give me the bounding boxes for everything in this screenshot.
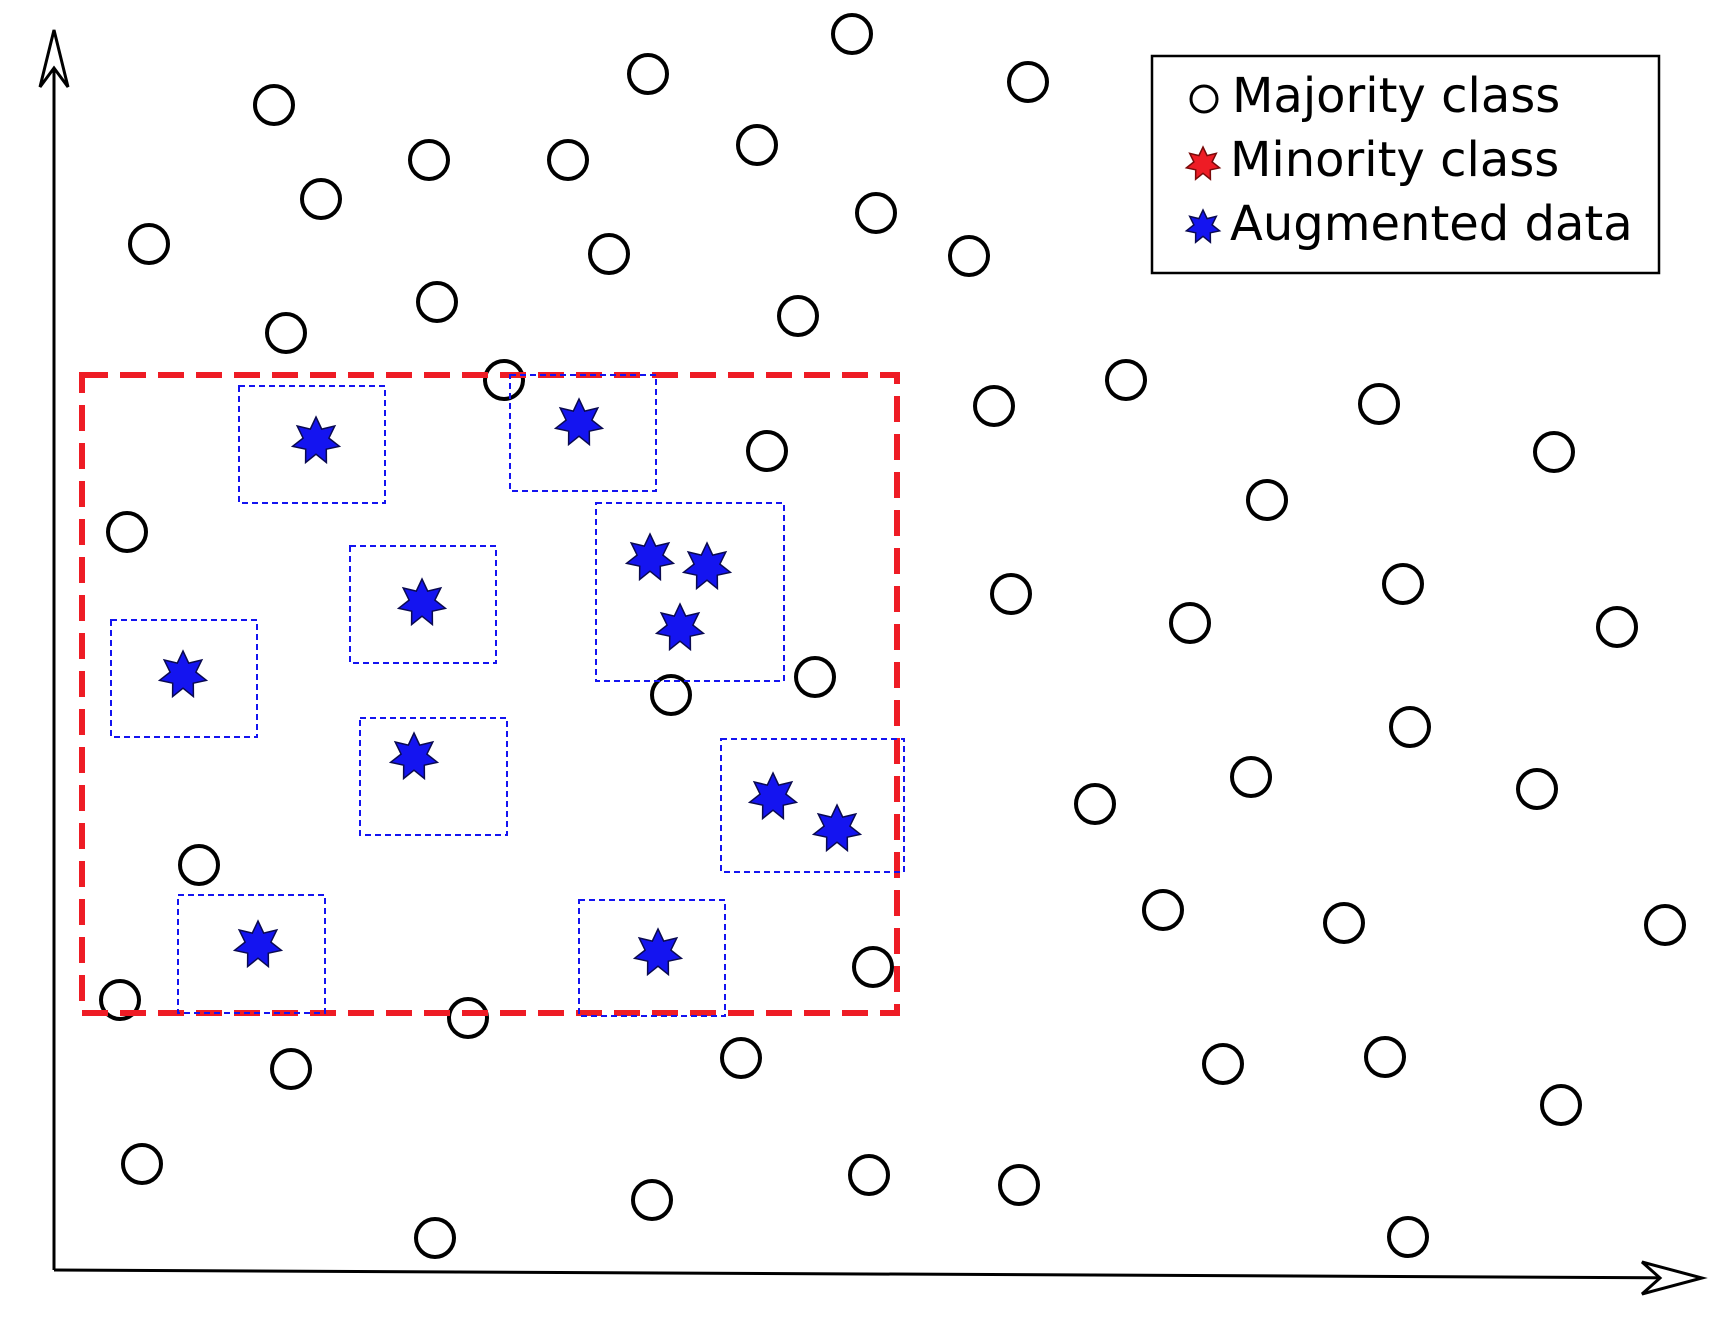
neighborhood-box: [238, 385, 386, 504]
majority-point: [253, 84, 295, 126]
augmented-point: [747, 771, 799, 821]
augmented-point: [624, 532, 676, 582]
augmented-point: [396, 577, 448, 627]
majority-point: [1516, 768, 1558, 810]
majority-point: [265, 312, 307, 354]
majority-point: [973, 385, 1015, 427]
neighborhood-box: [595, 502, 785, 682]
x-axis: [53, 1268, 1701, 1280]
majority-point: [1389, 706, 1431, 748]
majority-point: [1105, 359, 1147, 401]
y-axis-arrow-icon: [38, 29, 70, 88]
majority-point: [746, 430, 788, 472]
majority-point: [99, 979, 141, 1021]
majority-point: [1323, 902, 1365, 944]
augmented-point: [681, 541, 733, 591]
majority-point: [447, 997, 489, 1039]
x-axis-arrow-icon: [1641, 1260, 1708, 1296]
legend-augmented-star: [1184, 208, 1222, 244]
majority-point: [777, 295, 819, 337]
majority-point: [128, 223, 170, 265]
majority-point: [1246, 479, 1288, 521]
majority-point: [990, 573, 1032, 615]
majority-point: [848, 1154, 890, 1196]
majority-point: [121, 1143, 163, 1185]
majority-point: [178, 844, 220, 886]
augmented-point: [654, 602, 706, 652]
legend-augmented-star-icon: [1184, 208, 1222, 244]
majority-point: [270, 1048, 312, 1090]
legend-majority-circle-icon: [1189, 84, 1219, 114]
majority-point: [414, 1217, 456, 1259]
majority-point: [1382, 563, 1424, 605]
augmented-point: [632, 927, 684, 977]
neighborhood-box: [720, 738, 905, 873]
majority-point: [855, 192, 897, 234]
legend-minority-star-icon: [1184, 145, 1222, 181]
majority-point: [1644, 904, 1686, 946]
augmented-point: [553, 397, 605, 447]
majority-point: [547, 139, 589, 181]
majority-point: [1202, 1043, 1244, 1085]
augmented-point: [811, 803, 863, 853]
neighborhood-box: [578, 899, 726, 1017]
majority-point: [588, 233, 630, 275]
majority-point: [1540, 1084, 1582, 1126]
majority-point: [736, 124, 778, 166]
majority-point: [1230, 756, 1272, 798]
neighborhood-box: [509, 374, 657, 492]
majority-point: [794, 656, 836, 698]
neighborhood-box: [349, 545, 497, 664]
majority-point: [1074, 783, 1116, 825]
neighborhood-box: [110, 619, 258, 738]
majority-point: [948, 235, 990, 277]
legend: Majority class Minority class Augmented …: [1150, 54, 1661, 275]
legend-majority-label: Majority class: [1232, 68, 1560, 124]
augmented-points: [157, 397, 863, 977]
legend-frame: [1150, 54, 1661, 275]
majority-point: [408, 139, 450, 181]
neighborhood-box: [359, 717, 508, 836]
majority-point: [720, 1037, 762, 1079]
majority-point: [831, 13, 873, 55]
augmented-point: [388, 731, 440, 781]
axes: [38, 29, 1708, 1296]
neighborhood-box: [177, 894, 326, 1014]
majority-point: [1007, 61, 1049, 103]
majority-point: [1358, 383, 1400, 425]
majority-point: [1596, 606, 1638, 648]
majority-point: [300, 178, 342, 220]
legend-augmented-label: Augmented data: [1230, 196, 1633, 252]
majority-point: [852, 946, 894, 988]
majority-points: [99, 13, 1686, 1259]
majority-point: [1142, 889, 1184, 931]
majority-point: [483, 359, 525, 401]
majority-point: [1169, 602, 1211, 644]
minority-region-box: [79, 372, 900, 1016]
majority-point: [627, 53, 669, 95]
augmented-point: [232, 919, 284, 969]
majority-point: [650, 674, 692, 716]
augmented-point: [157, 649, 209, 699]
augmented-point: [290, 415, 342, 465]
neighborhood-boxes: [110, 374, 905, 1017]
majority-point: [106, 511, 148, 553]
legend-minority-label: Minority class: [1230, 132, 1559, 188]
majority-point: [998, 1164, 1040, 1206]
majority-point: [1533, 431, 1575, 473]
legend-minority-star: [1184, 145, 1222, 181]
majority-point: [1364, 1036, 1406, 1078]
majority-point: [631, 1179, 673, 1221]
majority-point: [1387, 1216, 1429, 1258]
majority-point: [416, 281, 458, 323]
